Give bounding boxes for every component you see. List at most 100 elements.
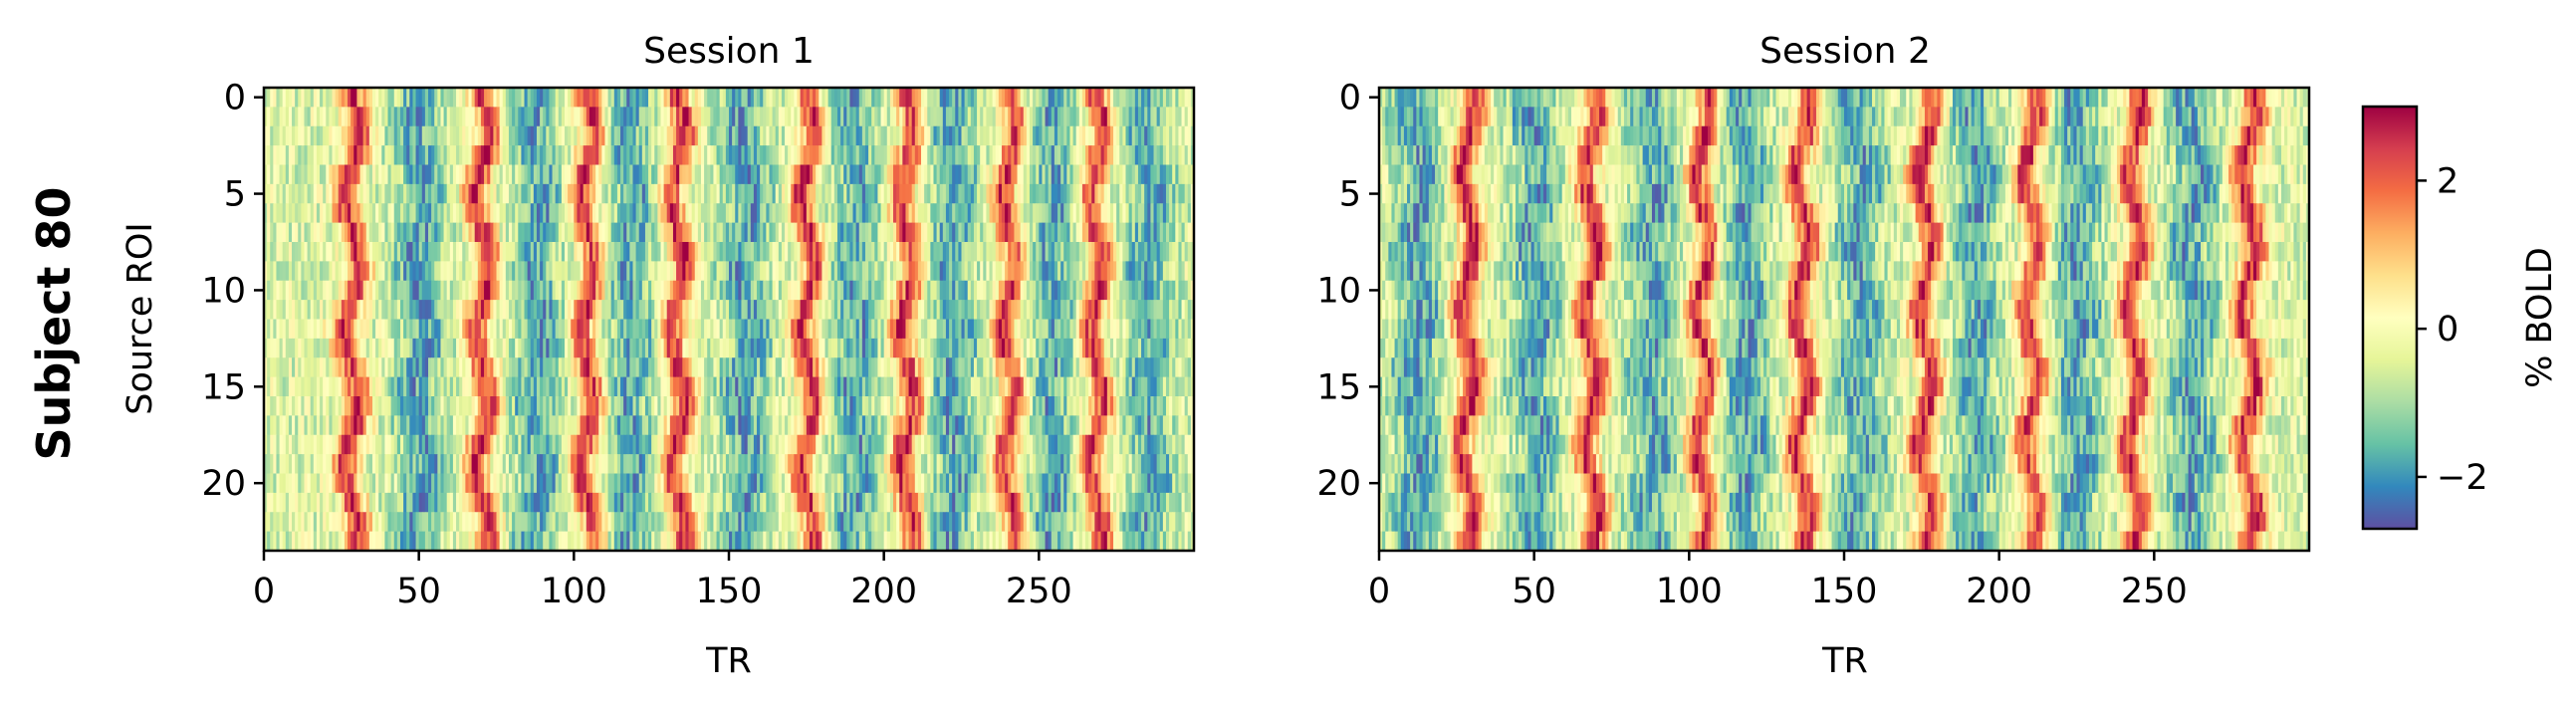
heatmap-cell bbox=[607, 261, 612, 282]
heatmap-cell bbox=[607, 319, 612, 340]
heatmap-cell bbox=[644, 183, 649, 204]
heatmap-cell bbox=[961, 242, 966, 262]
heatmap-cell bbox=[827, 203, 832, 224]
heatmap-cell bbox=[387, 88, 392, 108]
heatmap-cell bbox=[861, 300, 866, 321]
heatmap-cell bbox=[908, 164, 913, 185]
heatmap-cell bbox=[344, 222, 349, 243]
heatmap-cell bbox=[809, 300, 814, 321]
heatmap-cell bbox=[1036, 164, 1040, 185]
heatmap-cell bbox=[359, 203, 364, 224]
heatmap-cell bbox=[626, 261, 630, 282]
heatmap-cell bbox=[1094, 319, 1099, 340]
heatmap-cell bbox=[836, 88, 841, 108]
heatmap-cell bbox=[365, 376, 370, 397]
heatmap-cell bbox=[1131, 338, 1136, 358]
heatmap-cell bbox=[371, 125, 376, 146]
heatmap-cell bbox=[729, 357, 733, 378]
heatmap-cell bbox=[1033, 183, 1037, 204]
heatmap-cell bbox=[660, 338, 665, 358]
heatmap-cell bbox=[1057, 338, 1061, 358]
heatmap-cell bbox=[682, 338, 687, 358]
heatmap-cell bbox=[446, 396, 451, 416]
heatmap-cell bbox=[1029, 300, 1034, 321]
heatmap-cell bbox=[952, 357, 956, 378]
heatmap-cell bbox=[613, 145, 618, 166]
heatmap-cell bbox=[307, 183, 312, 204]
heatmap-cell bbox=[809, 280, 814, 301]
heatmap-cell bbox=[732, 107, 736, 127]
heatmap-cell bbox=[571, 376, 575, 397]
heatmap-cell bbox=[644, 242, 649, 262]
heatmap-cell bbox=[1051, 183, 1055, 204]
heatmap-cell bbox=[967, 338, 972, 358]
heatmap-cell bbox=[499, 183, 504, 204]
heatmap-cell bbox=[803, 107, 808, 127]
heatmap-cell bbox=[813, 319, 817, 340]
heatmap-cell bbox=[348, 125, 351, 146]
heatmap-cell bbox=[1014, 280, 1019, 301]
heatmap-cell bbox=[1039, 376, 1044, 397]
heatmap-cell bbox=[1165, 376, 1170, 397]
heatmap-cell bbox=[399, 145, 404, 166]
heatmap-cell bbox=[855, 88, 860, 108]
heatmap-cell bbox=[443, 357, 448, 378]
heatmap-cell bbox=[613, 261, 618, 282]
heatmap-cell bbox=[657, 145, 662, 166]
heatmap-cell bbox=[858, 107, 863, 127]
heatmap-cell bbox=[800, 222, 805, 243]
heatmap-cell bbox=[679, 125, 683, 146]
heatmap-cell bbox=[973, 261, 978, 282]
heatmap-cell bbox=[540, 280, 544, 301]
heatmap-cell bbox=[304, 164, 309, 185]
heatmap-cell bbox=[512, 242, 516, 262]
heatmap-cell bbox=[273, 376, 278, 397]
heatmap-cell bbox=[585, 319, 590, 340]
heatmap-cell bbox=[998, 357, 1003, 378]
heatmap-cell bbox=[365, 396, 370, 416]
heatmap-cell bbox=[437, 376, 442, 397]
heatmap-cell bbox=[644, 396, 649, 416]
heatmap-cell bbox=[833, 183, 838, 204]
heatmap-cell bbox=[1001, 242, 1006, 262]
heatmap-cell bbox=[1023, 145, 1028, 166]
heatmap-cell bbox=[267, 338, 271, 358]
heatmap-cell bbox=[307, 107, 312, 127]
heatmap-cell bbox=[1184, 357, 1189, 378]
heatmap-cell bbox=[905, 203, 910, 224]
heatmap-cell bbox=[282, 145, 287, 166]
heatmap-cell bbox=[741, 145, 746, 166]
heatmap-cell bbox=[320, 319, 324, 340]
heatmap-cell bbox=[412, 164, 417, 185]
heatmap-cell bbox=[421, 338, 426, 358]
heatmap-cell bbox=[830, 203, 835, 224]
heatmap-cell bbox=[713, 88, 718, 108]
heatmap-cell bbox=[747, 88, 752, 108]
heatmap-cell bbox=[313, 107, 318, 127]
heatmap-cell bbox=[986, 376, 991, 397]
heatmap-cell bbox=[371, 145, 376, 166]
heatmap-cell bbox=[421, 88, 426, 108]
heatmap-cell bbox=[487, 145, 491, 166]
heatmap-cell bbox=[273, 222, 278, 243]
heatmap-cell bbox=[320, 164, 324, 185]
heatmap-cell bbox=[351, 222, 354, 243]
heatmap-cell bbox=[610, 319, 615, 340]
heatmap-cell bbox=[264, 203, 268, 224]
heatmap-cell bbox=[583, 376, 587, 397]
heatmap-cell bbox=[335, 376, 340, 397]
heatmap-cell bbox=[1100, 164, 1105, 185]
heatmap-cell bbox=[381, 376, 386, 397]
heatmap-cell bbox=[1051, 338, 1055, 358]
heatmap-cell bbox=[1153, 125, 1158, 146]
heatmap-cell bbox=[750, 319, 755, 340]
heatmap-cell bbox=[964, 183, 969, 204]
heatmap-cell bbox=[939, 280, 944, 301]
heatmap-cell bbox=[1159, 319, 1164, 340]
heatmap-cell bbox=[387, 357, 392, 378]
heatmap-cell bbox=[484, 88, 488, 108]
heatmap-cell bbox=[1165, 88, 1170, 108]
heatmap-cell bbox=[791, 319, 795, 340]
heatmap-cell bbox=[638, 261, 643, 282]
heatmap-cell bbox=[672, 203, 677, 224]
